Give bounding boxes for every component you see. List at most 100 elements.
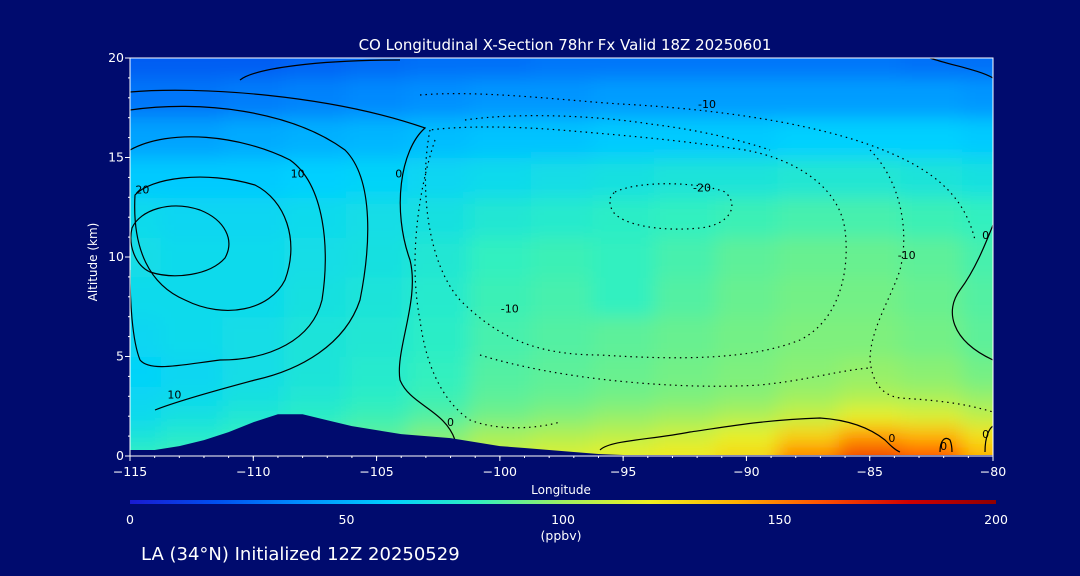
- field-cell: [469, 197, 532, 238]
- field-cell: [130, 157, 162, 198]
- field-cell: [222, 316, 285, 357]
- contour-labels: 20 10 0 10 0 -10 -20 -10 -10 0 0 0 0: [135, 98, 989, 453]
- field-cell: [530, 77, 593, 119]
- field-cell: [407, 237, 470, 278]
- field-cell: [715, 386, 778, 407]
- field-cell: [407, 58, 470, 79]
- colorbar-tick-label: 0: [126, 512, 134, 527]
- field-cell: [777, 356, 840, 387]
- field-cell: [838, 446, 902, 456]
- field-cell: [777, 316, 840, 357]
- field-cell: [715, 406, 778, 427]
- field-cell: [715, 77, 778, 119]
- field-cell: [530, 117, 593, 158]
- field-cell: [530, 386, 593, 407]
- colorbar-tick-label: 150: [768, 512, 792, 527]
- field-cell: [130, 406, 162, 427]
- field-cell: [160, 386, 223, 407]
- field-cell: [530, 58, 593, 79]
- field-cell: [715, 276, 778, 318]
- contour-label: 20: [135, 183, 149, 196]
- field-cell: [160, 276, 223, 318]
- field-cell: [715, 117, 778, 158]
- field-cell: [777, 197, 840, 238]
- field-cell: [160, 237, 223, 278]
- colorbar-tick-label: 50: [339, 512, 355, 527]
- field-cell: [838, 197, 902, 238]
- field-cell: [345, 356, 408, 387]
- field-cell: [160, 406, 223, 427]
- colorbar-units: (ppbv): [541, 528, 582, 543]
- field-cell: [345, 157, 408, 198]
- field-cell: [222, 386, 285, 407]
- field-cell: [130, 117, 162, 158]
- field-cell: [592, 157, 655, 198]
- field-cell: [469, 117, 532, 158]
- field-cell: [530, 426, 593, 447]
- field-cell: [469, 77, 532, 119]
- field-cell: [777, 276, 840, 318]
- field-cell: [345, 197, 408, 238]
- field-cell: [715, 426, 778, 447]
- contour-solid-topright: [929, 58, 993, 79]
- field-cell: [715, 316, 778, 357]
- contour-solid-rightedge: [951, 224, 993, 361]
- terrain: [130, 414, 993, 456]
- field-cell: [838, 426, 902, 447]
- field-cell: [715, 157, 778, 198]
- field-cell: [777, 406, 840, 427]
- field-cell: [653, 157, 717, 198]
- field-cell: [592, 426, 655, 447]
- field-cell: [962, 406, 993, 427]
- field-cell: [284, 276, 347, 318]
- field-cell: [838, 386, 902, 407]
- field-cell: [345, 386, 408, 407]
- plot-area: 20 10 0 10 0 -10 -20 -10 -10 0 0 0 0: [129, 57, 994, 457]
- co-field: [130, 58, 993, 456]
- field-cell: [592, 237, 655, 278]
- field-cell: [900, 157, 963, 198]
- field-cell: [592, 197, 655, 238]
- field-cell: [838, 406, 902, 427]
- field-cell: [222, 197, 285, 238]
- field-cell: [962, 58, 993, 79]
- x-tick-label: −115: [113, 464, 147, 479]
- contour-dotted-left: [414, 139, 561, 429]
- field-cell: [530, 197, 593, 238]
- field-cell: [469, 426, 532, 447]
- field-cell: [530, 406, 593, 427]
- field-cell: [160, 316, 223, 357]
- field-cell: [284, 197, 347, 238]
- field-cell: [130, 356, 162, 387]
- field-cell: [469, 276, 532, 318]
- field-cell: [284, 58, 347, 79]
- field-cell: [653, 406, 717, 427]
- contour-solid-bump2: [984, 425, 993, 453]
- field-cell: [777, 237, 840, 278]
- contour-label: 0: [447, 416, 454, 429]
- field-cell: [653, 386, 717, 407]
- contour-solid-10: [130, 136, 326, 368]
- field-cell: [407, 77, 470, 119]
- field-cell: [653, 58, 717, 79]
- field-cell: [130, 197, 162, 238]
- field-cell: [653, 316, 717, 357]
- field-cell: [284, 386, 347, 407]
- field-cell: [530, 316, 593, 357]
- y-axis: 0 5 10 15 20: [108, 50, 130, 463]
- contour-label: 10: [167, 388, 181, 401]
- field-cell: [407, 157, 470, 198]
- field-cell: [130, 58, 162, 79]
- field-cell: [222, 58, 285, 79]
- x-axis: −115 −110 −105 −100 −95 −90 −85 −80: [113, 456, 1006, 479]
- field-cell: [407, 117, 470, 158]
- field-cell: [900, 316, 963, 357]
- contour-label: 0: [982, 229, 989, 242]
- x-tick-label: −95: [610, 464, 636, 479]
- field-cell: [838, 58, 902, 79]
- y-tick-label: 5: [116, 349, 124, 364]
- field-cell: [838, 316, 902, 357]
- field-cell: [592, 446, 655, 456]
- contour-label: -10: [501, 303, 519, 316]
